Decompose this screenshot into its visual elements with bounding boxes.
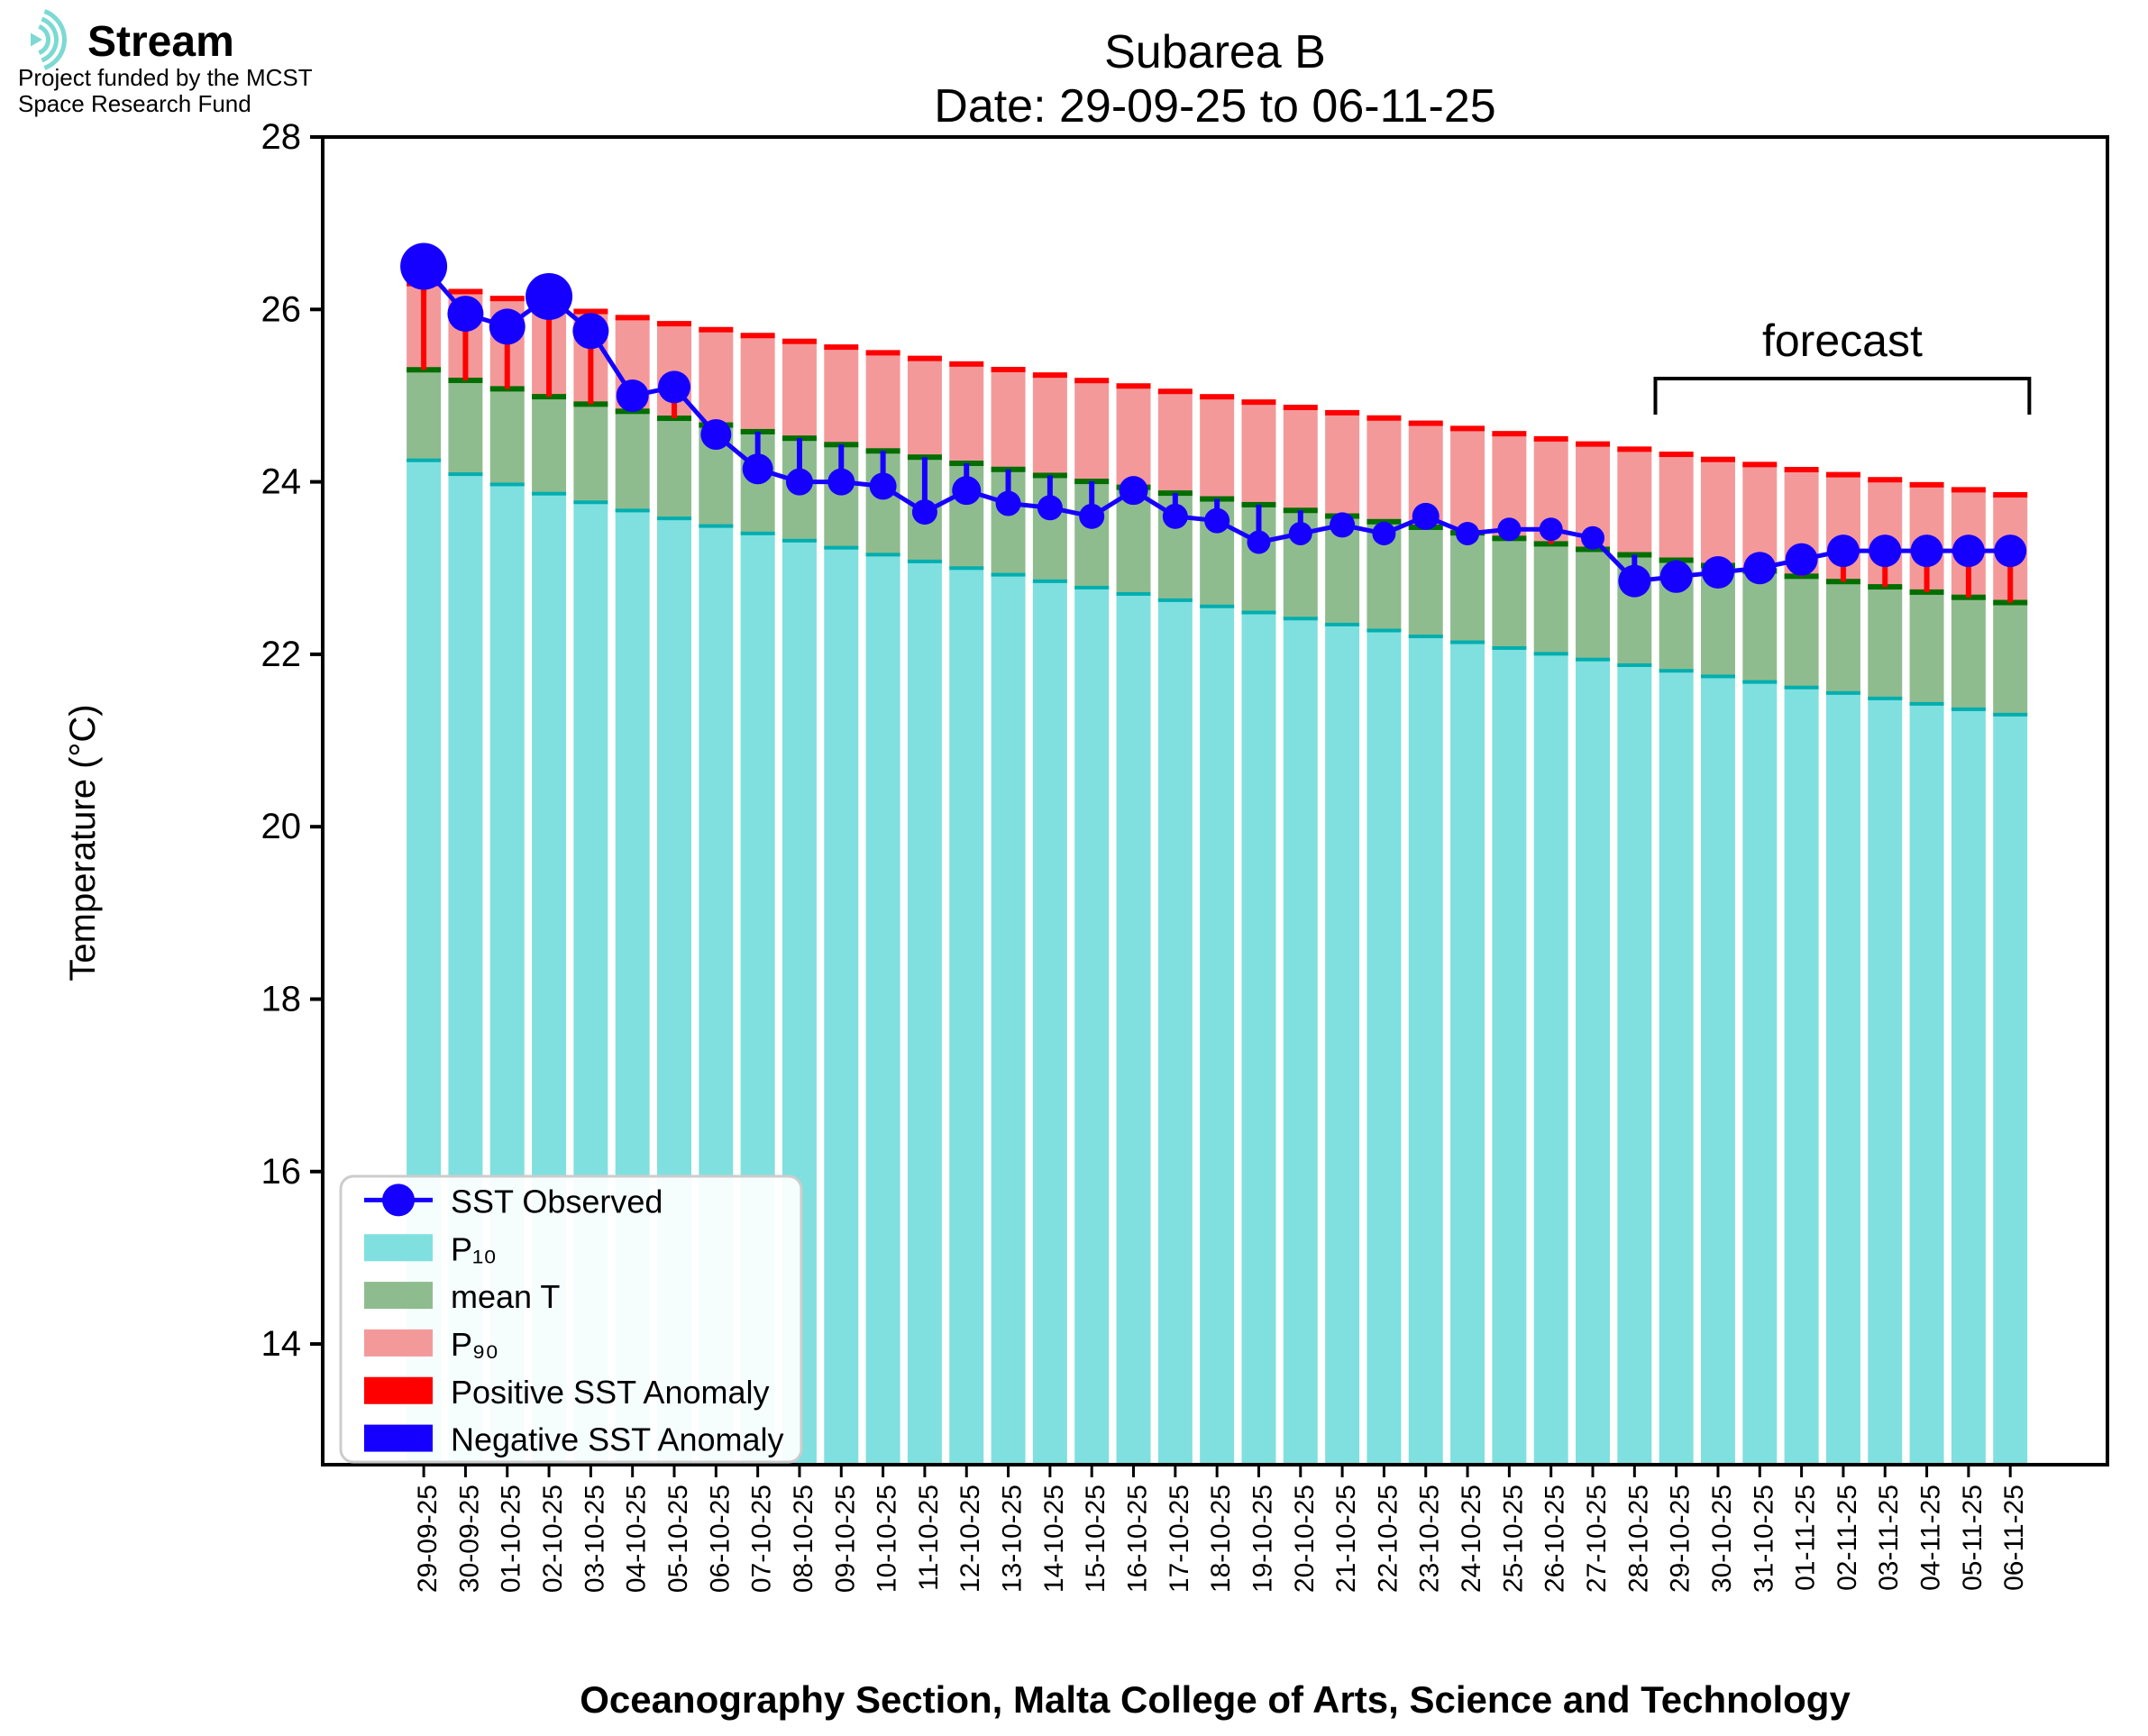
svg-text:21-10-25: 21-10-25 xyxy=(1331,1485,1361,1593)
svg-text:12-10-25: 12-10-25 xyxy=(955,1485,985,1593)
svg-text:Stream: Stream xyxy=(87,18,234,66)
svg-text:02-11-25: 02-11-25 xyxy=(1833,1485,1862,1591)
svg-text:30-10-25: 30-10-25 xyxy=(1707,1485,1737,1593)
svg-text:Temperature (°C): Temperature (°C) xyxy=(63,704,103,981)
svg-text:01-10-25: 01-10-25 xyxy=(497,1485,526,1593)
svg-text:03-10-25: 03-10-25 xyxy=(580,1485,609,1593)
svg-text:04-10-25: 04-10-25 xyxy=(622,1485,652,1593)
svg-text:23-10-25: 23-10-25 xyxy=(1415,1485,1445,1593)
svg-text:15-10-25: 15-10-25 xyxy=(1081,1485,1111,1593)
svg-text:19-10-25: 19-10-25 xyxy=(1248,1485,1277,1593)
svg-text:SST Observed: SST Observed xyxy=(451,1183,663,1220)
svg-text:30-09-25: 30-09-25 xyxy=(454,1485,484,1593)
svg-text:01-11-25: 01-11-25 xyxy=(1791,1485,1821,1591)
svg-text:16-10-25: 16-10-25 xyxy=(1123,1485,1153,1593)
svg-text:Space Research Fund: Space Research Fund xyxy=(18,90,251,117)
svg-text:31-10-25: 31-10-25 xyxy=(1749,1485,1778,1593)
svg-text:09-10-25: 09-10-25 xyxy=(830,1485,860,1593)
svg-text:03-11-25: 03-11-25 xyxy=(1874,1485,1904,1591)
svg-text:18: 18 xyxy=(261,979,302,1019)
svg-text:22: 22 xyxy=(261,635,302,674)
svg-text:28: 28 xyxy=(261,117,302,157)
svg-text:13-10-25: 13-10-25 xyxy=(998,1485,1028,1593)
svg-text:28-10-25: 28-10-25 xyxy=(1623,1485,1653,1593)
svg-text:forecast: forecast xyxy=(1762,315,1923,366)
svg-text:Negative SST Anomaly: Negative SST Anomaly xyxy=(451,1421,784,1458)
svg-text:20-10-25: 20-10-25 xyxy=(1290,1485,1320,1593)
svg-text:06-10-25: 06-10-25 xyxy=(705,1485,735,1593)
svg-text:04-11-25: 04-11-25 xyxy=(1916,1485,1946,1591)
svg-text:02-10-25: 02-10-25 xyxy=(538,1485,568,1593)
svg-text:14: 14 xyxy=(261,1324,302,1364)
svg-text:27-10-25: 27-10-25 xyxy=(1582,1485,1612,1593)
svg-text:05-11-25: 05-11-25 xyxy=(1958,1485,1988,1591)
svg-text:18-10-25: 18-10-25 xyxy=(1206,1485,1236,1593)
svg-text:P₉₀: P₉₀ xyxy=(451,1326,498,1363)
svg-text:Oceanography Section, Malta Co: Oceanography Section, Malta College of A… xyxy=(580,1678,1851,1721)
svg-text:Project funded by the MCST: Project funded by the MCST xyxy=(18,64,313,91)
svg-text:14-10-25: 14-10-25 xyxy=(1039,1485,1069,1593)
svg-text:17-10-25: 17-10-25 xyxy=(1165,1485,1194,1593)
svg-text:10-10-25: 10-10-25 xyxy=(873,1485,902,1593)
svg-text:22-10-25: 22-10-25 xyxy=(1373,1485,1403,1593)
svg-text:06-11-25: 06-11-25 xyxy=(1999,1485,2029,1591)
svg-text:07-10-25: 07-10-25 xyxy=(747,1485,777,1593)
svg-text:08-10-25: 08-10-25 xyxy=(789,1485,818,1593)
svg-text:11-10-25: 11-10-25 xyxy=(914,1485,944,1591)
svg-text:Date: 29-09-25 to 06-11-25: Date: 29-09-25 to 06-11-25 xyxy=(934,80,1495,132)
svg-text:26-10-25: 26-10-25 xyxy=(1540,1485,1570,1593)
svg-text:26: 26 xyxy=(261,289,302,329)
svg-text:05-10-25: 05-10-25 xyxy=(663,1485,693,1593)
svg-text:Subarea B: Subarea B xyxy=(1104,26,1326,78)
svg-text:25-10-25: 25-10-25 xyxy=(1498,1485,1528,1593)
svg-text:24: 24 xyxy=(261,462,302,502)
svg-text:24-10-25: 24-10-25 xyxy=(1457,1485,1486,1593)
svg-text:mean T: mean T xyxy=(451,1278,560,1315)
svg-text:16: 16 xyxy=(261,1152,302,1192)
svg-text:P₁₀: P₁₀ xyxy=(451,1230,497,1267)
svg-text:20: 20 xyxy=(261,807,302,846)
svg-text:29-10-25: 29-10-25 xyxy=(1666,1485,1696,1593)
svg-text:Positive SST Anomaly: Positive SST Anomaly xyxy=(451,1374,770,1411)
svg-text:29-09-25: 29-09-25 xyxy=(413,1485,443,1593)
